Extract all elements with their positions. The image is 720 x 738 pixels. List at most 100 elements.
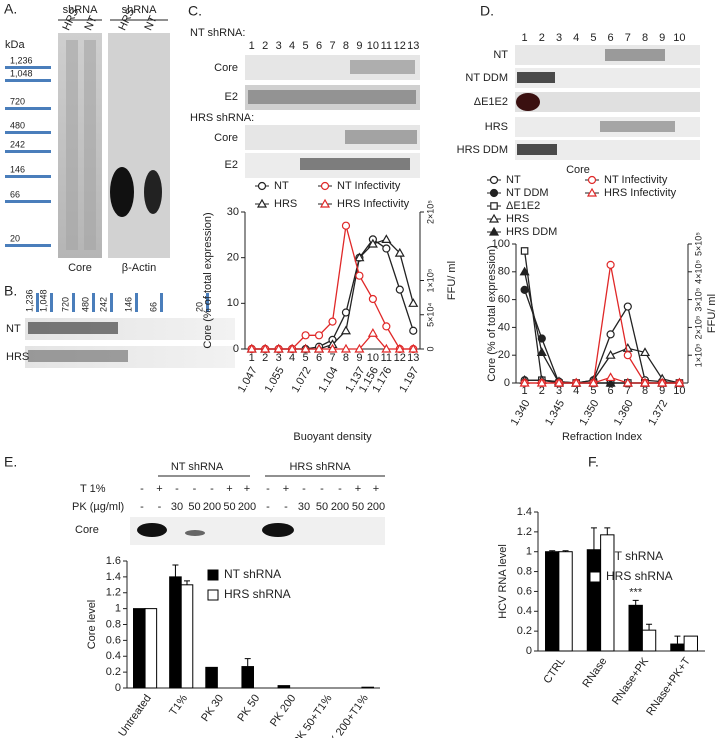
blot-band [605,49,665,61]
x-tick-label: 7 [329,352,335,364]
legend-label: HRS DDM [506,226,557,238]
condition: 50 [223,501,235,513]
panel-label: F. [588,454,599,470]
legend-label: NT Infectivity [337,180,401,192]
condition: 50 [188,501,200,513]
point [314,343,325,353]
y2-tick-label: 5×10⁵ [693,232,703,256]
lane-number: 6 [608,32,614,44]
legend-label: NT shRNA [224,567,281,581]
y-tick-label: 60 [498,294,510,306]
y-tick-label: 1.2 [517,526,532,538]
lane-number: 10 [367,40,379,52]
blot-band [110,167,134,217]
marker-label: 1,048 [10,68,33,78]
x-tick-label: PK 30 [199,693,226,724]
blot-band [144,170,162,214]
point [287,343,298,353]
point [327,343,338,353]
condition: + [156,483,162,495]
blot-band [516,93,540,111]
secondary-x-label: 1.350 [577,398,601,428]
x-tick-label: RNase+PK+T [644,655,693,718]
y2-axis-title: FFU/ ml [446,261,458,300]
point [319,198,331,208]
point [257,181,267,191]
marker-bar [50,293,53,312]
point [408,298,419,307]
point [408,343,419,353]
legend-label: NT shRNA [606,549,663,563]
blot-band [185,530,205,536]
row-label: ΔE1E2 [474,96,508,108]
legend-swatch [589,571,601,583]
marker-label: 480 [10,120,25,130]
group-title: shRNA [63,4,99,16]
condition: 50 [352,501,364,513]
point [606,260,615,269]
point [490,202,498,210]
marker-label: 480 [80,297,90,312]
secondary-x-label: 1.072 [290,365,314,395]
point [488,213,500,223]
point [639,377,651,387]
point [639,347,651,357]
legend-swatch [207,589,219,601]
y-tick-label: 0.2 [106,666,121,678]
marker-bar [92,293,95,312]
secondary-x-label: 1.197 [397,365,421,395]
row-label: E2 [225,159,238,171]
blot-band [84,40,96,250]
point [623,351,632,360]
bar [670,643,685,652]
bar [180,584,194,689]
point [368,294,377,304]
row-label: E2 [225,91,238,103]
condition: 200 [203,501,221,513]
point [623,302,632,311]
lane-number: 2 [539,32,545,44]
condition: 200 [238,501,256,513]
x-tick-label: 1 [522,385,528,397]
point [382,244,391,253]
row-label: NT [6,323,21,335]
legend-swatch [207,569,219,581]
error-bar [590,527,597,550]
group-title: NT shRNA: [190,27,245,39]
bar [628,604,643,652]
x-tick-label: 5 [303,352,309,364]
x-tick-label: 6 [608,385,614,397]
lane-number: 7 [329,40,335,52]
lane-number: 8 [343,40,349,52]
lane-label: NT [142,14,159,33]
series-line [524,347,680,384]
legend-label: NT Infectivity [604,174,668,186]
point [520,285,529,294]
y-tick-label: 0.8 [106,618,121,630]
legend-swatch [589,551,601,563]
lane-number: 6 [316,40,322,52]
error-bar [646,623,653,631]
blot-band [137,523,167,537]
lane-number: 3 [276,40,282,52]
y-tick-label: 1.4 [106,571,121,583]
x-tick-label: 9 [356,352,362,364]
series-line [524,376,680,384]
y-tick-label: 1.2 [106,587,121,599]
x-tick-label: 8 [343,352,349,364]
point [674,377,685,387]
y-tick-label: 30 [227,206,239,218]
marker-bar [36,293,39,312]
point [520,247,529,255]
blot [130,517,385,545]
y-tick-label: 0.2 [517,625,532,637]
point [489,175,499,185]
bar [641,629,657,652]
y-tick-label: 0.4 [517,605,532,617]
point [606,330,615,339]
lane-number: 9 [356,40,362,52]
blot [108,33,170,258]
y2-axis-title: FFU/ ml [706,294,718,333]
condition: - [210,483,214,495]
condition: - [140,483,144,495]
